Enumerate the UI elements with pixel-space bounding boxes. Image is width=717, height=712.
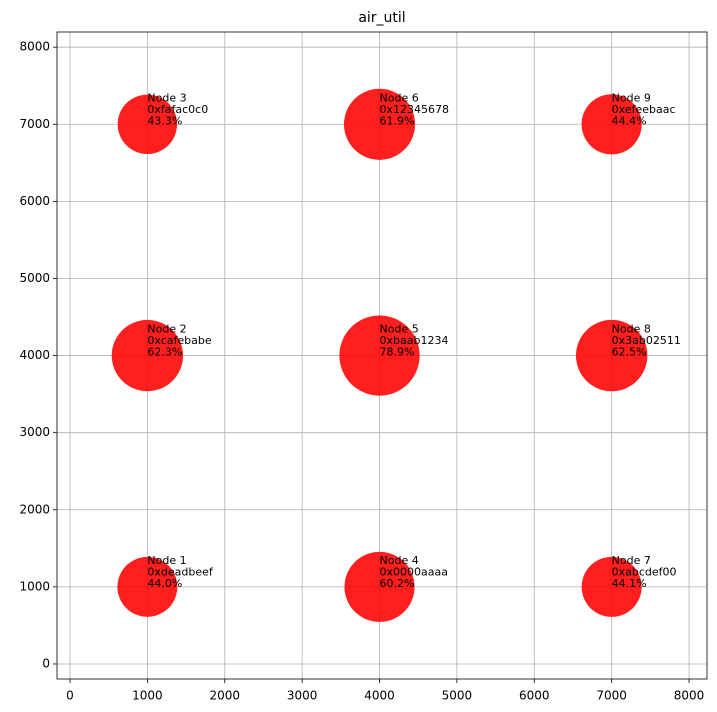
bubble-label: Node 7 0xabcdef00 44.1% <box>612 554 677 590</box>
bubble-label-line: 0xcafebabe <box>147 334 211 347</box>
bubble-label-line: Node 9 <box>612 91 651 104</box>
x-tick-label: 3000 <box>287 689 318 703</box>
bubble-label: Node 6 0x12345678 61.9% <box>380 91 450 127</box>
bubble-label-line: 0xabcdef00 <box>612 565 677 578</box>
bubble-label-line: 44.0% <box>147 577 182 590</box>
y-tick-label: 0 <box>42 656 50 670</box>
bubble-label: Node 2 0xcafebabe 62.3% <box>147 323 211 359</box>
x-tick-label: 7000 <box>596 689 627 703</box>
bubble-label-line: Node 1 <box>147 554 186 567</box>
y-tick-label: 1000 <box>19 579 50 593</box>
bubble <box>117 556 178 617</box>
bubble <box>581 94 642 155</box>
bubble-label-line: Node 7 <box>612 554 651 567</box>
bubble-label-line: 61.9% <box>380 114 415 127</box>
bubble-label-line: 0xfafac0c0 <box>147 103 208 116</box>
bubble-label: Node 5 0xbaab1234 78.9% <box>380 323 449 359</box>
x-tick-label: 6000 <box>519 689 550 703</box>
bubble-label-line: 78.9% <box>380 346 415 359</box>
y-tick-label: 5000 <box>19 271 50 285</box>
bubble-label: Node 4 0x0000aaaa 60.2% <box>380 554 448 590</box>
bubble-label-line: 60.2% <box>380 577 415 590</box>
bubble-label-line: 44.4% <box>612 114 647 127</box>
bubble-label-line: Node 3 <box>147 91 186 104</box>
bubble-label-line: 0xbaab1234 <box>380 334 449 347</box>
y-tick-label: 4000 <box>19 348 50 362</box>
plot-frame <box>56 31 708 680</box>
bubble <box>575 319 648 392</box>
bubble <box>111 319 184 392</box>
bubble-label-line: Node 6 <box>380 91 419 104</box>
y-tick-label: 7000 <box>19 117 50 131</box>
y-tick-label: 6000 <box>19 194 50 208</box>
bubble-label-line: 62.3% <box>147 346 182 359</box>
bubble-label-line: 0xefeebaac <box>612 103 676 116</box>
bubble-label-line: Node 2 <box>147 323 186 336</box>
bubble-label-line: 0x3ab02511 <box>612 334 681 347</box>
bubble-label-line: Node 4 <box>380 554 419 567</box>
x-tick-label: 8000 <box>674 689 705 703</box>
bubble <box>117 94 178 155</box>
bubble-label-line: Node 8 <box>612 323 651 336</box>
y-tick-label: 8000 <box>19 40 50 54</box>
bubble-label: Node 3 0xfafac0c0 43.3% <box>147 91 208 127</box>
bubble-label: Node 9 0xefeebaac 44.4% <box>612 91 676 127</box>
x-tick-label: 0 <box>66 689 74 703</box>
bubble-label-line: 43.3% <box>147 114 182 127</box>
bubble <box>581 556 642 617</box>
bubble-label-line: 0xdeadbeef <box>147 565 213 578</box>
bubble-label-line: 0x12345678 <box>380 103 450 116</box>
bubble-label: Node 1 0xdeadbeef 44.0% <box>147 554 213 590</box>
bubble <box>339 315 420 396</box>
bubble-label-line: Node 5 <box>380 323 419 336</box>
x-tick-label: 1000 <box>132 689 163 703</box>
bubble-label-line: 0x0000aaaa <box>380 565 448 578</box>
y-tick-label: 2000 <box>19 502 50 516</box>
chart-title: air_util <box>358 10 405 26</box>
x-tick-label: 5000 <box>442 689 473 703</box>
bubble <box>343 88 416 160</box>
x-tick-label: 4000 <box>364 689 395 703</box>
bubble-label-line: 44.1% <box>612 577 647 590</box>
y-tick-label: 3000 <box>19 425 50 439</box>
x-tick-label: 2000 <box>209 689 240 703</box>
bubble-label-line: 62.5% <box>612 346 647 359</box>
bubble-label: Node 8 0x3ab02511 62.5% <box>612 323 681 359</box>
bubble <box>344 551 415 622</box>
